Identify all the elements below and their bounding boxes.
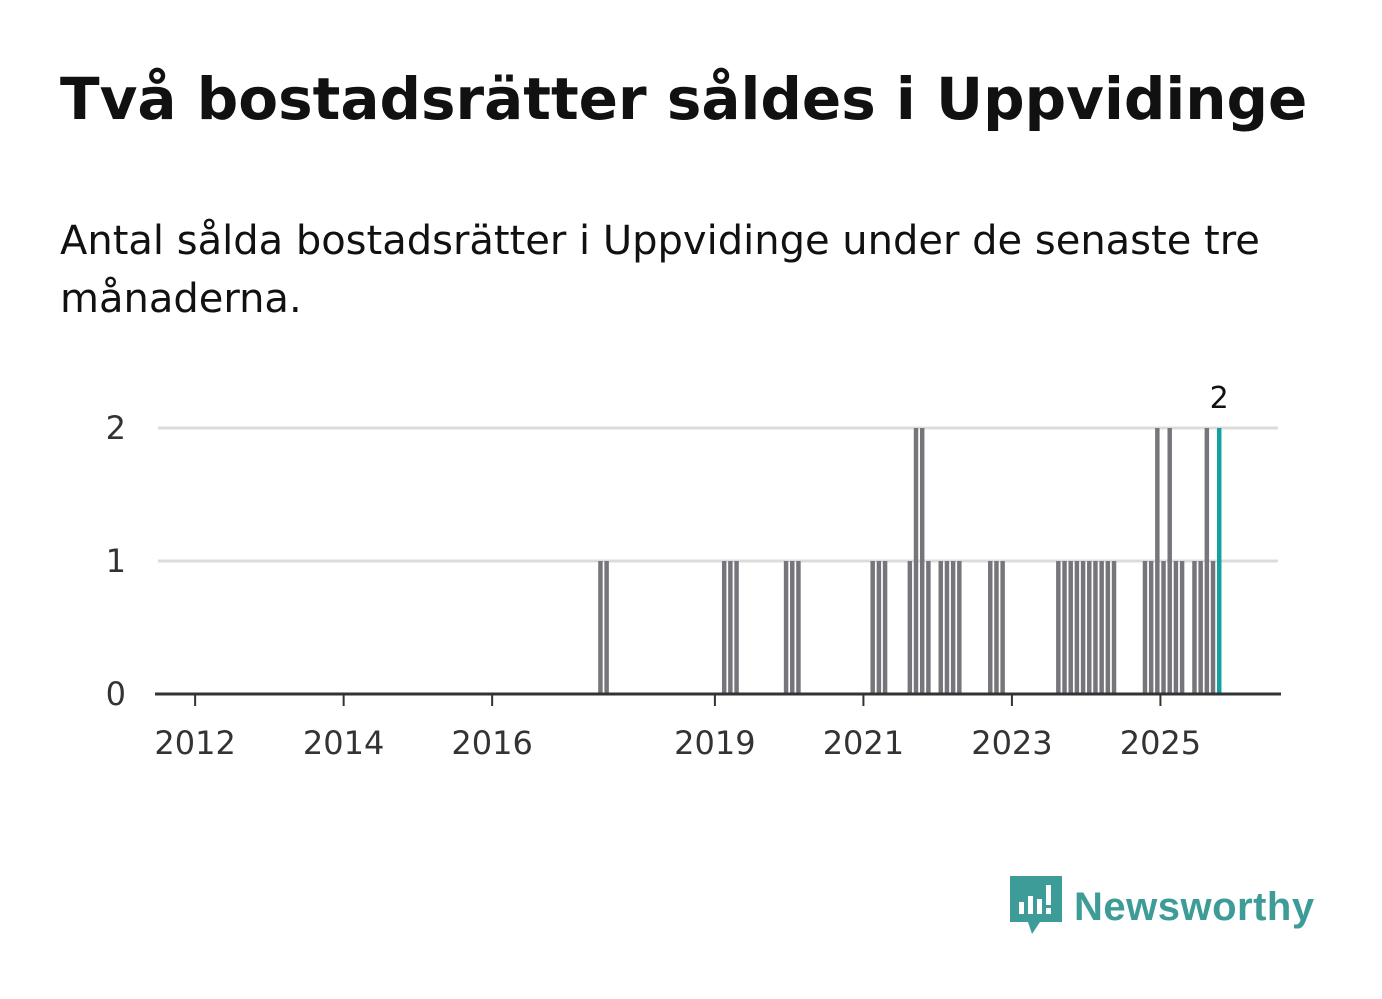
bar-2021-03 <box>876 561 882 694</box>
bar-2023-12 <box>1080 561 1086 694</box>
bar-2024-03 <box>1099 561 1104 694</box>
bar-2021-11 <box>926 561 931 694</box>
bar-2025-01 <box>1161 561 1166 694</box>
bar-2022-04 <box>957 561 962 694</box>
bar-2022-03 <box>950 561 956 694</box>
bar-2021-04 <box>882 561 888 694</box>
x-tick-label-2014: 2014 <box>303 724 384 762</box>
x-tick-label-2016: 2016 <box>451 724 532 762</box>
y-tick-label-0: 0 <box>106 675 126 713</box>
bar-2025-06 <box>1192 561 1197 694</box>
bar-2022-01 <box>938 561 943 694</box>
bar-2024-12 <box>1155 428 1160 694</box>
bar-chart: 0 1 2 2012 2014 2016 2019 2021 2023 2025 2 <box>106 381 1281 762</box>
bar-2019-04 <box>734 561 739 694</box>
bar-2021-09 <box>913 428 919 694</box>
x-tick-label-2012: 2012 <box>154 724 235 762</box>
bar-2024-11 <box>1148 561 1154 694</box>
bar-2017-06 <box>598 561 603 694</box>
bar-2023-08 <box>1056 561 1061 694</box>
brand-name: Newsworthy <box>1074 884 1315 929</box>
x-tick-label-2023: 2023 <box>971 724 1052 762</box>
bar-2025-10 <box>1216 428 1222 694</box>
bar-2025-08 <box>1204 428 1210 694</box>
bar-2025-02 <box>1167 428 1172 694</box>
bar-2019-02 <box>721 561 727 694</box>
bar-2024-05 <box>1111 561 1117 694</box>
bar-2023-10 <box>1068 561 1073 694</box>
data-label-2025-10: 2 <box>1210 381 1229 416</box>
bar-2024-01 <box>1087 561 1092 694</box>
bar-2023-09 <box>1062 561 1067 694</box>
bars <box>598 428 1222 694</box>
bar-2021-08 <box>907 561 913 694</box>
chart-subtitle: Antal sålda bostadsrätter i Uppvidinge u… <box>60 218 1260 322</box>
page-title: Två bostadsrätter såldes i Uppvidinge <box>60 65 1308 133</box>
bar-2025-04 <box>1179 561 1185 694</box>
bar-2020-01 <box>790 561 795 694</box>
newsworthy-chart-icon <box>1010 876 1062 934</box>
bar-2024-04 <box>1105 561 1111 694</box>
bar-2021-10 <box>919 428 925 694</box>
y-tick-label-1: 1 <box>106 542 126 580</box>
x-tick-label-2021: 2021 <box>823 724 904 762</box>
bar-2020-02 <box>796 561 801 694</box>
y-tick-label-2: 2 <box>106 409 126 447</box>
bar-2025-09 <box>1210 561 1216 694</box>
bar-2022-02 <box>944 561 950 694</box>
gridlines <box>158 426 1278 563</box>
bar-2023-11 <box>1074 561 1080 694</box>
bar-2025-03 <box>1173 561 1179 694</box>
bar-2022-10 <box>994 561 999 694</box>
bar-2019-12 <box>783 561 789 694</box>
bar-2022-11 <box>1000 561 1005 694</box>
labels: 0 1 2 2012 2014 2016 2019 2021 2023 2025 2 <box>106 381 1229 762</box>
bar-2021-02 <box>870 561 875 694</box>
axes <box>155 692 1281 706</box>
newsworthy-logo[interactable]: Newsworthy <box>1010 876 1315 938</box>
bar-2017-07 <box>604 561 609 694</box>
bar-2024-10 <box>1142 561 1148 694</box>
bar-2022-09 <box>988 561 993 694</box>
x-tick-label-2025: 2025 <box>1120 724 1201 762</box>
x-tick-label-2019: 2019 <box>674 724 755 762</box>
bar-2024-02 <box>1093 561 1098 694</box>
bar-2025-07 <box>1198 561 1203 694</box>
bar-2019-03 <box>728 561 733 694</box>
